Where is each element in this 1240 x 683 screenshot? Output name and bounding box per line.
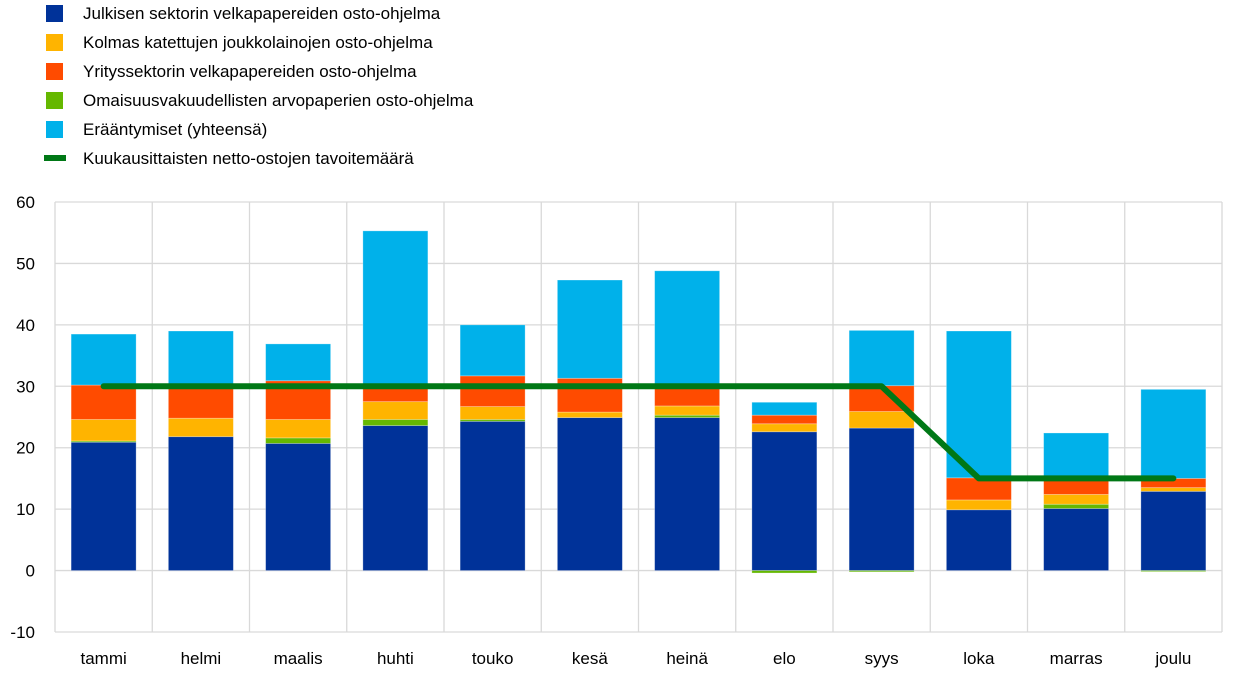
legend-swatch — [46, 5, 63, 22]
y-axis: -10 0 10 20 30 40 50 60 — [10, 193, 35, 642]
y-tick-label: 60 — [16, 193, 35, 212]
bar-segment — [362, 419, 429, 427]
legend-swatch — [46, 92, 63, 109]
bar-segment — [751, 431, 818, 571]
bar-segment — [70, 441, 137, 571]
bar-segment — [459, 324, 526, 377]
legend-swatch — [46, 34, 63, 51]
bar-segment — [362, 230, 429, 387]
bar-segment — [459, 406, 526, 420]
bar-segment — [556, 417, 623, 571]
bar-segment — [362, 425, 429, 571]
bar-segment — [1043, 503, 1110, 509]
x-tick-label: huhti — [377, 649, 414, 668]
x-axis: tammi helmi maalis huhti touko kesä heinä elo sy… — [80, 649, 1191, 668]
bar-segment — [751, 401, 818, 416]
legend-line-swatch — [44, 155, 66, 161]
bar-segment — [848, 411, 915, 429]
bar-segment — [265, 443, 332, 571]
bar-segment — [945, 330, 1012, 479]
bar-segment — [265, 437, 332, 444]
bar-segment — [167, 385, 234, 419]
bar-segment — [556, 411, 623, 419]
legend-label: Julkisen sektorin velkapapereiden osto-o… — [83, 4, 441, 23]
x-tick-label: maalis — [274, 649, 323, 668]
bar-segment — [751, 423, 818, 433]
legend-swatch — [46, 63, 63, 80]
x-tick-label: elo — [773, 649, 796, 668]
x-tick-label: marras — [1050, 649, 1103, 668]
bar-segment — [751, 414, 818, 425]
target-line — [100, 383, 1177, 482]
bar-segment — [848, 427, 915, 571]
bar-segment — [556, 279, 623, 379]
bars — [70, 230, 1207, 574]
x-tick-label: heinä — [666, 649, 708, 668]
bar-segment — [654, 405, 721, 416]
legend-swatch — [46, 121, 63, 138]
bar-segment — [167, 436, 234, 571]
x-tick-label: joulu — [1154, 649, 1191, 668]
bar-segment — [1140, 388, 1207, 479]
bar-segment — [848, 570, 915, 573]
bar-segment — [265, 419, 332, 439]
y-tick-label: 30 — [16, 377, 35, 396]
x-tick-label: helmi — [181, 649, 222, 668]
y-tick-label: 20 — [16, 439, 35, 458]
bar-segment — [459, 375, 526, 407]
bar-segment — [1043, 493, 1110, 505]
bar-segment — [848, 329, 915, 387]
y-tick-label: 40 — [16, 316, 35, 335]
legend-label: Yrityssektorin velkapapereiden osto-ohje… — [83, 62, 417, 81]
y-tick-label: 50 — [16, 254, 35, 273]
bar-segment — [1140, 487, 1207, 492]
x-tick-label: loka — [963, 649, 995, 668]
legend-label: Kolmas katettujen joukkolainojen osto-oh… — [83, 33, 433, 52]
bar-segment — [751, 570, 818, 574]
bar-segment — [945, 499, 1012, 511]
bar-segment — [1043, 432, 1110, 479]
x-tick-label: touko — [472, 649, 514, 668]
target-line-path — [100, 383, 1177, 482]
y-tick-label: 0 — [26, 562, 35, 581]
bar-segment — [1140, 490, 1207, 571]
bar-segment — [167, 330, 234, 387]
bar-segment — [945, 509, 1012, 571]
bar-segment — [1043, 508, 1110, 571]
y-tick-label: 10 — [16, 500, 35, 519]
bar-segment — [459, 420, 526, 571]
bar-segment — [265, 343, 332, 382]
legend-label: Kuukausittaisten netto-ostojen tavoitemä… — [83, 149, 414, 168]
x-tick-label: syys — [865, 649, 899, 668]
legend: Julkisen sektorin velkapapereiden osto-o… — [44, 4, 474, 168]
bar-segment — [167, 417, 234, 438]
bar-segment — [1140, 570, 1207, 572]
legend-label: Omaisuusvakuudellisten arvopaperien osto… — [83, 91, 474, 110]
bar-segment — [70, 419, 137, 442]
bar-segment — [654, 417, 721, 571]
bar-segment — [654, 270, 721, 387]
bar-segment — [70, 333, 137, 386]
y-tick-label: -10 — [10, 623, 35, 642]
bar-segment — [362, 401, 429, 420]
bar-segment — [70, 384, 137, 420]
x-tick-label: tammi — [80, 649, 126, 668]
x-tick-label: kesä — [572, 649, 608, 668]
legend-label: Erääntymiset (yhteensä) — [83, 120, 267, 139]
bar-segment — [459, 419, 526, 422]
